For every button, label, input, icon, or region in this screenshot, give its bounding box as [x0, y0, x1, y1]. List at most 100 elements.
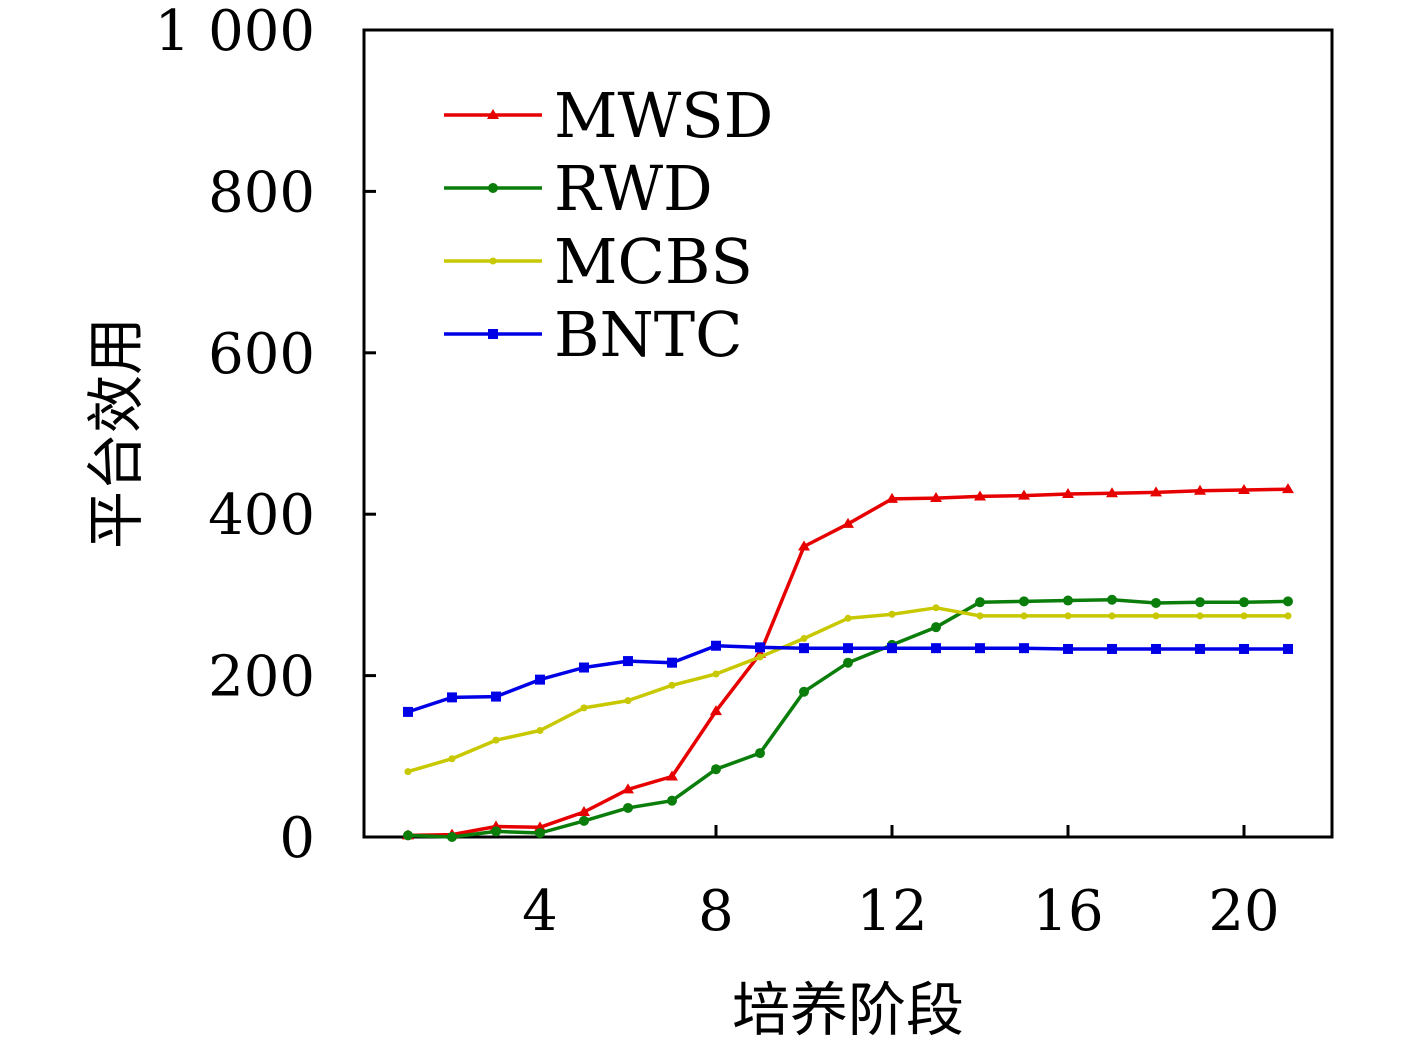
rwd-point [579, 815, 589, 826]
rwd-point [447, 832, 457, 842]
bntc-point [975, 643, 985, 654]
mwsd-point [578, 805, 590, 816]
mwsd-point [798, 540, 810, 551]
rwd-point [1283, 596, 1293, 607]
mcbs-line [407, 606, 1288, 774]
mwsd-point [930, 492, 942, 503]
rwd-point [1239, 597, 1249, 608]
bntc-point [667, 657, 677, 668]
mcbs-point [888, 610, 896, 618]
rwd-point [1063, 595, 1073, 606]
bntc-point [1239, 643, 1249, 654]
bntc-point [843, 643, 853, 654]
rwd-point [799, 686, 809, 697]
legend-item-bntc: BNTC [444, 298, 743, 371]
y-axis-title: 平台效用 [82, 317, 150, 549]
mcbs-point [1196, 612, 1204, 620]
rwd-point [931, 622, 941, 633]
bntc-point [403, 706, 413, 717]
mcbs-point [492, 736, 500, 744]
mcbs-point [1240, 612, 1248, 620]
bntc-point [711, 640, 721, 651]
legend-marker [488, 329, 498, 339]
bntc-point [799, 643, 809, 654]
x-tick-label: 8 [698, 879, 734, 944]
mwsd-point [1194, 484, 1206, 495]
legend-label: BNTC [554, 298, 743, 371]
mcbs-point [668, 681, 676, 689]
rwd-point [1107, 594, 1117, 605]
mcbs-point [448, 755, 456, 763]
mcbs-point [1108, 612, 1116, 620]
plot-frame [362, 28, 1334, 839]
mcbs-point [932, 604, 940, 612]
bntc-point [931, 643, 941, 654]
legend-item-mcbs: MCBS [444, 225, 753, 298]
rwd-point [623, 802, 633, 813]
bntc-point [579, 662, 589, 673]
x-axis-title: 培养阶段 [732, 976, 964, 1044]
mwsd-point [710, 705, 722, 716]
rwd-point [1019, 596, 1029, 607]
mcbs-point [976, 612, 984, 620]
series-rwd [403, 594, 1293, 842]
rwd-point [843, 657, 853, 668]
mwsd-point [622, 783, 634, 794]
legend-marker [489, 257, 497, 265]
mcbs-point [580, 704, 588, 712]
mcbs-point [1020, 612, 1028, 620]
mcbs-point [756, 653, 764, 661]
bntc-point [887, 643, 897, 654]
mcbs-point [712, 670, 720, 678]
bntc-point [491, 691, 501, 702]
mcbs-point [536, 726, 544, 734]
rwd-point [535, 827, 545, 838]
legend-item-rwd: RWD [444, 152, 713, 225]
x-tick-label: 20 [1208, 879, 1279, 944]
y-axis: 0 200 400 600 800 1 000 [155, 0, 376, 871]
rwd-point [1195, 597, 1205, 608]
legend-marker [488, 183, 498, 193]
y-tick-label: 400 [208, 483, 315, 548]
y-tick-label: 200 [208, 645, 315, 710]
rwd-point [403, 830, 413, 841]
mwsd-point [842, 517, 854, 528]
bntc-point [1195, 643, 1205, 654]
bntc-point [1063, 643, 1073, 654]
bntc-point [447, 692, 457, 703]
legend-marker [487, 109, 499, 119]
legend-label: MCBS [554, 225, 753, 298]
mcbs-point [800, 634, 808, 642]
mcbs-point [404, 768, 412, 776]
bntc-point [755, 642, 765, 653]
mwsd-point [1062, 488, 1074, 499]
mwsd-point [886, 492, 898, 503]
x-tick-label: 16 [1032, 879, 1103, 944]
mwsd-point [1282, 483, 1294, 494]
mcbs-point [844, 614, 852, 622]
mwsd-point [666, 770, 678, 781]
rwd-point [667, 795, 677, 806]
mcbs-point [624, 697, 632, 705]
mcbs-point [1152, 612, 1160, 620]
y-tick-label: 1 000 [155, 0, 315, 64]
mwsd-point [1018, 489, 1030, 500]
series-mcbs [404, 604, 1292, 776]
y-tick-label: 800 [208, 160, 315, 225]
legend-item-mwsd: MWSD [444, 79, 773, 152]
bntc-point [535, 674, 545, 685]
x-axis: 4 8 12 16 20 [522, 825, 1280, 944]
bntc-point [623, 656, 633, 667]
mwsd-point [1106, 487, 1118, 498]
rwd-point [711, 764, 721, 775]
y-tick-label: 600 [208, 322, 315, 387]
y-tick-label: 0 [279, 806, 315, 871]
series-layer [402, 483, 1294, 842]
series-bntc [403, 640, 1293, 717]
mwsd-point [1150, 486, 1162, 497]
bntc-point [1019, 643, 1029, 654]
rwd-line [407, 597, 1289, 839]
legend-label: MWSD [554, 79, 773, 152]
